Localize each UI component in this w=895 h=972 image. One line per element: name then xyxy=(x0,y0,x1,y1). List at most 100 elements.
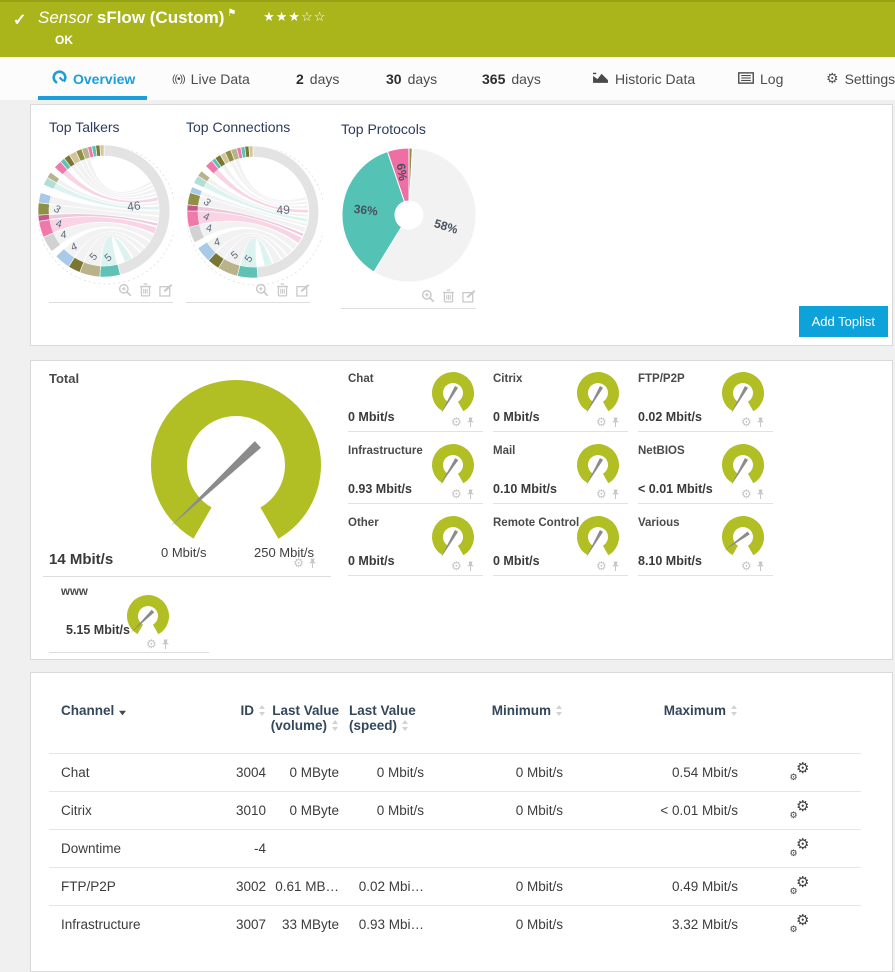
zoom-icon[interactable] xyxy=(118,283,132,297)
stars-empty[interactable]: ☆☆ xyxy=(301,9,327,24)
gear-icon[interactable]: ⚙ xyxy=(596,559,607,573)
gear-icon[interactable]: ⚙ xyxy=(741,487,752,501)
pin-icon[interactable] xyxy=(308,558,317,569)
channel-settings-gears-icon[interactable]: ⚙ ⚙ xyxy=(789,874,810,896)
cell-id: 3007 xyxy=(219,905,266,943)
historic-chart-icon xyxy=(592,71,609,87)
pin-icon[interactable] xyxy=(756,561,765,572)
edit-icon[interactable] xyxy=(159,283,173,297)
tab-365-days[interactable]: 365 days xyxy=(482,57,541,100)
gear-icon[interactable]: ⚙ xyxy=(596,487,607,501)
gear-icon[interactable]: ⚙ xyxy=(741,559,752,573)
cell-id: 3002 xyxy=(219,867,266,906)
svg-text:4: 4 xyxy=(205,222,213,235)
add-toplist-button[interactable]: Add Toplist xyxy=(798,306,888,337)
total-gauge-tile[interactable]: Total 0 Mbit/s 250 Mbit/s 14 Mbit/s ⚙ xyxy=(31,361,331,577)
pin-icon[interactable] xyxy=(756,417,765,428)
header-last-speed[interactable]: Last Value (speed) xyxy=(349,703,416,733)
tab-historic-data[interactable]: Historic Data xyxy=(592,57,695,100)
channel-gauge-tile-other[interactable]: Other 0 Mbit/s ⚙ xyxy=(348,510,493,582)
table-row[interactable]: Downtime -4 ⚙ ⚙ xyxy=(49,829,861,868)
channel-settings-gears-icon[interactable]: ⚙ ⚙ xyxy=(789,912,810,934)
pin-icon[interactable] xyxy=(466,561,475,572)
delete-icon[interactable] xyxy=(276,283,289,297)
channel-gauge-tile-remote-control[interactable]: Remote Control 0 Mbit/s ⚙ xyxy=(493,510,638,582)
pin-icon[interactable] xyxy=(611,417,620,428)
pin-icon[interactable] xyxy=(756,489,765,500)
tab-settings[interactable]: ⚙ Settings xyxy=(826,57,895,100)
table-row[interactable]: Citrix 3010 0 MByte 0 Mbit/s 0 Mbit/s < 0.01 … xyxy=(49,791,861,830)
tab-live-data[interactable]: ((•)) Live Data xyxy=(172,57,250,100)
pin-icon[interactable] xyxy=(466,417,475,428)
gear-icon[interactable]: ⚙ xyxy=(741,415,752,429)
pin-icon[interactable] xyxy=(466,489,475,500)
sort-icon xyxy=(259,705,265,716)
gear-icon[interactable]: ⚙ xyxy=(451,487,462,501)
flag-icon[interactable]: ⚑ xyxy=(227,8,237,19)
top-protocols-chart[interactable]: 58% 36% 6% xyxy=(334,141,484,291)
cell-channel: Chat xyxy=(49,753,219,792)
header-last-volume[interactable]: Last Value (volume) xyxy=(270,703,339,733)
top-talkers-title: Top Talkers xyxy=(49,119,120,135)
sensor-kind-label: Sensor xyxy=(38,8,92,27)
gear-icon[interactable]: ⚙ xyxy=(146,637,157,651)
sort-icon xyxy=(731,705,737,716)
www-gauge-tile[interactable]: www 5.15 Mbit/s ⚙ xyxy=(49,583,209,653)
delete-icon[interactable] xyxy=(139,283,152,297)
gear-icon[interactable]: ⚙ xyxy=(596,415,607,429)
pin-icon[interactable] xyxy=(161,639,170,650)
table-row[interactable]: Chat 3004 0 MByte 0 Mbit/s 0 Mbit/s 0.54 Mbit… xyxy=(49,753,861,792)
pin-icon[interactable] xyxy=(611,489,620,500)
rating-stars[interactable]: ★★★☆☆ xyxy=(263,9,326,24)
tab-2-days[interactable]: 2 days xyxy=(296,57,339,100)
tab-overview[interactable]: Overview xyxy=(37,57,148,100)
edit-icon[interactable] xyxy=(462,289,476,303)
channel-settings-gears-icon[interactable]: ⚙ ⚙ xyxy=(789,760,810,782)
gauge-scale-max: 250 Mbit/s xyxy=(254,545,314,560)
channel-gauge-chart xyxy=(722,444,764,486)
page-title: Sensor sFlow (Custom) ⚑ ★★★☆☆ xyxy=(38,8,326,28)
header-maximum[interactable]: Maximum xyxy=(563,673,738,754)
stars-filled[interactable]: ★★★ xyxy=(263,9,302,24)
log-icon xyxy=(738,71,754,87)
channel-gauge-chart xyxy=(432,444,474,486)
channel-gauge-grid: Chat 0 Mbit/s ⚙ Citrix 0 Mbit/s ⚙ FTP/P2P 0.02 … xyxy=(348,366,783,582)
channel-gauge-tile-various[interactable]: Various 8.10 Mbit/s ⚙ xyxy=(638,510,783,582)
svg-text:4: 4 xyxy=(69,241,79,254)
gear-icon[interactable]: ⚙ xyxy=(293,556,304,570)
channel-gauge-tile-ftp-p2p[interactable]: FTP/P2P 0.02 Mbit/s ⚙ xyxy=(638,366,783,438)
gear-icon[interactable]: ⚙ xyxy=(451,559,462,573)
channel-settings-gears-icon[interactable]: ⚙ ⚙ xyxy=(789,836,810,858)
channel-gauge-tile-chat[interactable]: Chat 0 Mbit/s ⚙ xyxy=(348,366,493,438)
header-id[interactable]: ID xyxy=(219,673,266,754)
tab-log[interactable]: Log xyxy=(738,57,783,100)
zoom-icon[interactable] xyxy=(421,289,435,303)
pin-icon[interactable] xyxy=(611,561,620,572)
channel-gauge-tile-infrastructure[interactable]: Infrastructure 0.93 Mbit/s ⚙ xyxy=(348,438,493,510)
channel-gauge-tile-netbios[interactable]: NetBIOS < 0.01 Mbit/s ⚙ xyxy=(638,438,783,510)
live-data-icon: ((•)) xyxy=(172,72,186,85)
table-row[interactable]: Infrastructure 3007 33 MByte 0.93 Mbi… 0 Mbi… xyxy=(49,905,861,943)
cell-maximum xyxy=(563,829,738,868)
header-channel[interactable]: Channel xyxy=(49,673,219,754)
tab-30-days[interactable]: 30 days xyxy=(386,57,437,100)
channel-gauge-tile-mail[interactable]: Mail 0.10 Mbit/s ⚙ xyxy=(493,438,638,510)
cell-actions: ⚙ ⚙ xyxy=(738,829,861,868)
header-minimum[interactable]: Minimum xyxy=(424,673,563,754)
svg-text:46: 46 xyxy=(126,198,141,214)
channel-table: Channel ID Last Value (volume) Last Valu… xyxy=(49,673,861,943)
table-row[interactable]: FTP/P2P 3002 0.61 MB… 0.02 Mbi… 0 Mbit/s 0.49… xyxy=(49,867,861,906)
cell-actions: ⚙ ⚙ xyxy=(738,791,861,830)
top-talkers-toolbar xyxy=(49,281,173,303)
zoom-icon[interactable] xyxy=(255,283,269,297)
channel-gauge-tile-citrix[interactable]: Citrix 0 Mbit/s ⚙ xyxy=(493,366,638,438)
top-connections-title: Top Connections xyxy=(186,119,291,135)
cell-id: 3010 xyxy=(219,791,266,830)
edit-icon[interactable] xyxy=(296,283,310,297)
status-badge: OK xyxy=(55,33,73,47)
delete-icon[interactable] xyxy=(442,289,455,303)
gear-icon[interactable]: ⚙ xyxy=(451,415,462,429)
channel-settings-gears-icon[interactable]: ⚙ ⚙ xyxy=(789,798,810,820)
